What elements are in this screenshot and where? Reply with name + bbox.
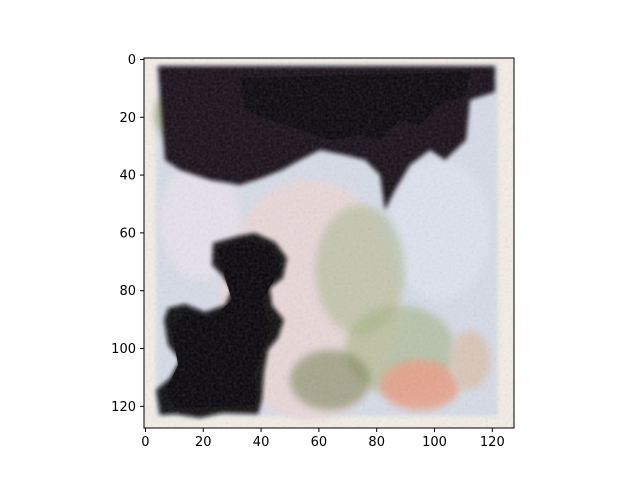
x-tick-label: 60 — [311, 435, 328, 450]
x-tick-label: 80 — [368, 435, 385, 450]
y-tick-label: 20 — [119, 111, 136, 126]
x-tick-label: 100 — [422, 435, 447, 450]
x-axis: 0 20 40 60 80 100 120 — [141, 428, 505, 450]
y-tick-label: 60 — [119, 226, 136, 241]
x-tick-label: 120 — [480, 435, 505, 450]
x-tick-label: 0 — [141, 435, 149, 450]
y-tick-label: 0 — [128, 53, 136, 68]
y-tick-label: 80 — [119, 284, 136, 299]
heatmap-image — [144, 58, 514, 428]
x-tick-label: 20 — [195, 435, 212, 450]
y-axis: 0 20 40 60 80 100 120 — [111, 53, 144, 415]
plot-frame — [143, 57, 515, 429]
x-tick-label: 40 — [253, 435, 270, 450]
y-tick-label: 100 — [111, 342, 136, 357]
y-tick-label: 120 — [111, 400, 136, 415]
y-tick-label: 40 — [119, 169, 136, 184]
